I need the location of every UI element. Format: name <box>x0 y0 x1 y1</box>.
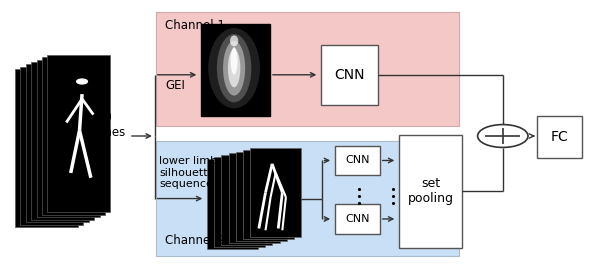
Ellipse shape <box>228 49 241 87</box>
Ellipse shape <box>217 34 251 102</box>
Bar <box>37 60 100 217</box>
Bar <box>156 141 459 256</box>
Text: lower limb
silhouette
sequence: lower limb silhouette sequence <box>159 156 217 189</box>
Text: set
pooling: set pooling <box>407 177 454 205</box>
Bar <box>399 135 462 248</box>
Ellipse shape <box>230 47 238 75</box>
Bar <box>321 45 378 105</box>
Bar <box>201 24 270 116</box>
Bar <box>26 64 89 222</box>
Text: CNN: CNN <box>345 214 370 224</box>
Circle shape <box>478 125 528 147</box>
Bar <box>31 62 94 220</box>
Bar <box>207 159 258 249</box>
Text: 30
frames: 30 frames <box>85 111 125 139</box>
Ellipse shape <box>208 28 260 108</box>
Bar <box>236 152 287 241</box>
Bar <box>15 69 78 227</box>
Bar <box>250 148 301 237</box>
Text: CNN: CNN <box>334 68 365 82</box>
Ellipse shape <box>223 41 245 95</box>
Bar <box>20 67 83 225</box>
Bar <box>47 55 110 212</box>
Bar <box>243 150 294 239</box>
Ellipse shape <box>230 35 238 46</box>
Text: FC: FC <box>551 130 568 144</box>
Bar <box>229 153 280 243</box>
Bar <box>214 157 265 247</box>
Bar <box>335 204 380 234</box>
Bar <box>156 12 459 126</box>
Text: Channel 1: Channel 1 <box>165 19 225 32</box>
Circle shape <box>77 79 88 84</box>
Bar <box>42 57 105 215</box>
Text: Channel 2: Channel 2 <box>165 234 225 247</box>
Bar <box>537 116 582 158</box>
Bar <box>221 155 272 245</box>
Bar <box>335 146 380 175</box>
Text: GEI: GEI <box>165 79 185 92</box>
Text: CNN: CNN <box>345 156 370 165</box>
